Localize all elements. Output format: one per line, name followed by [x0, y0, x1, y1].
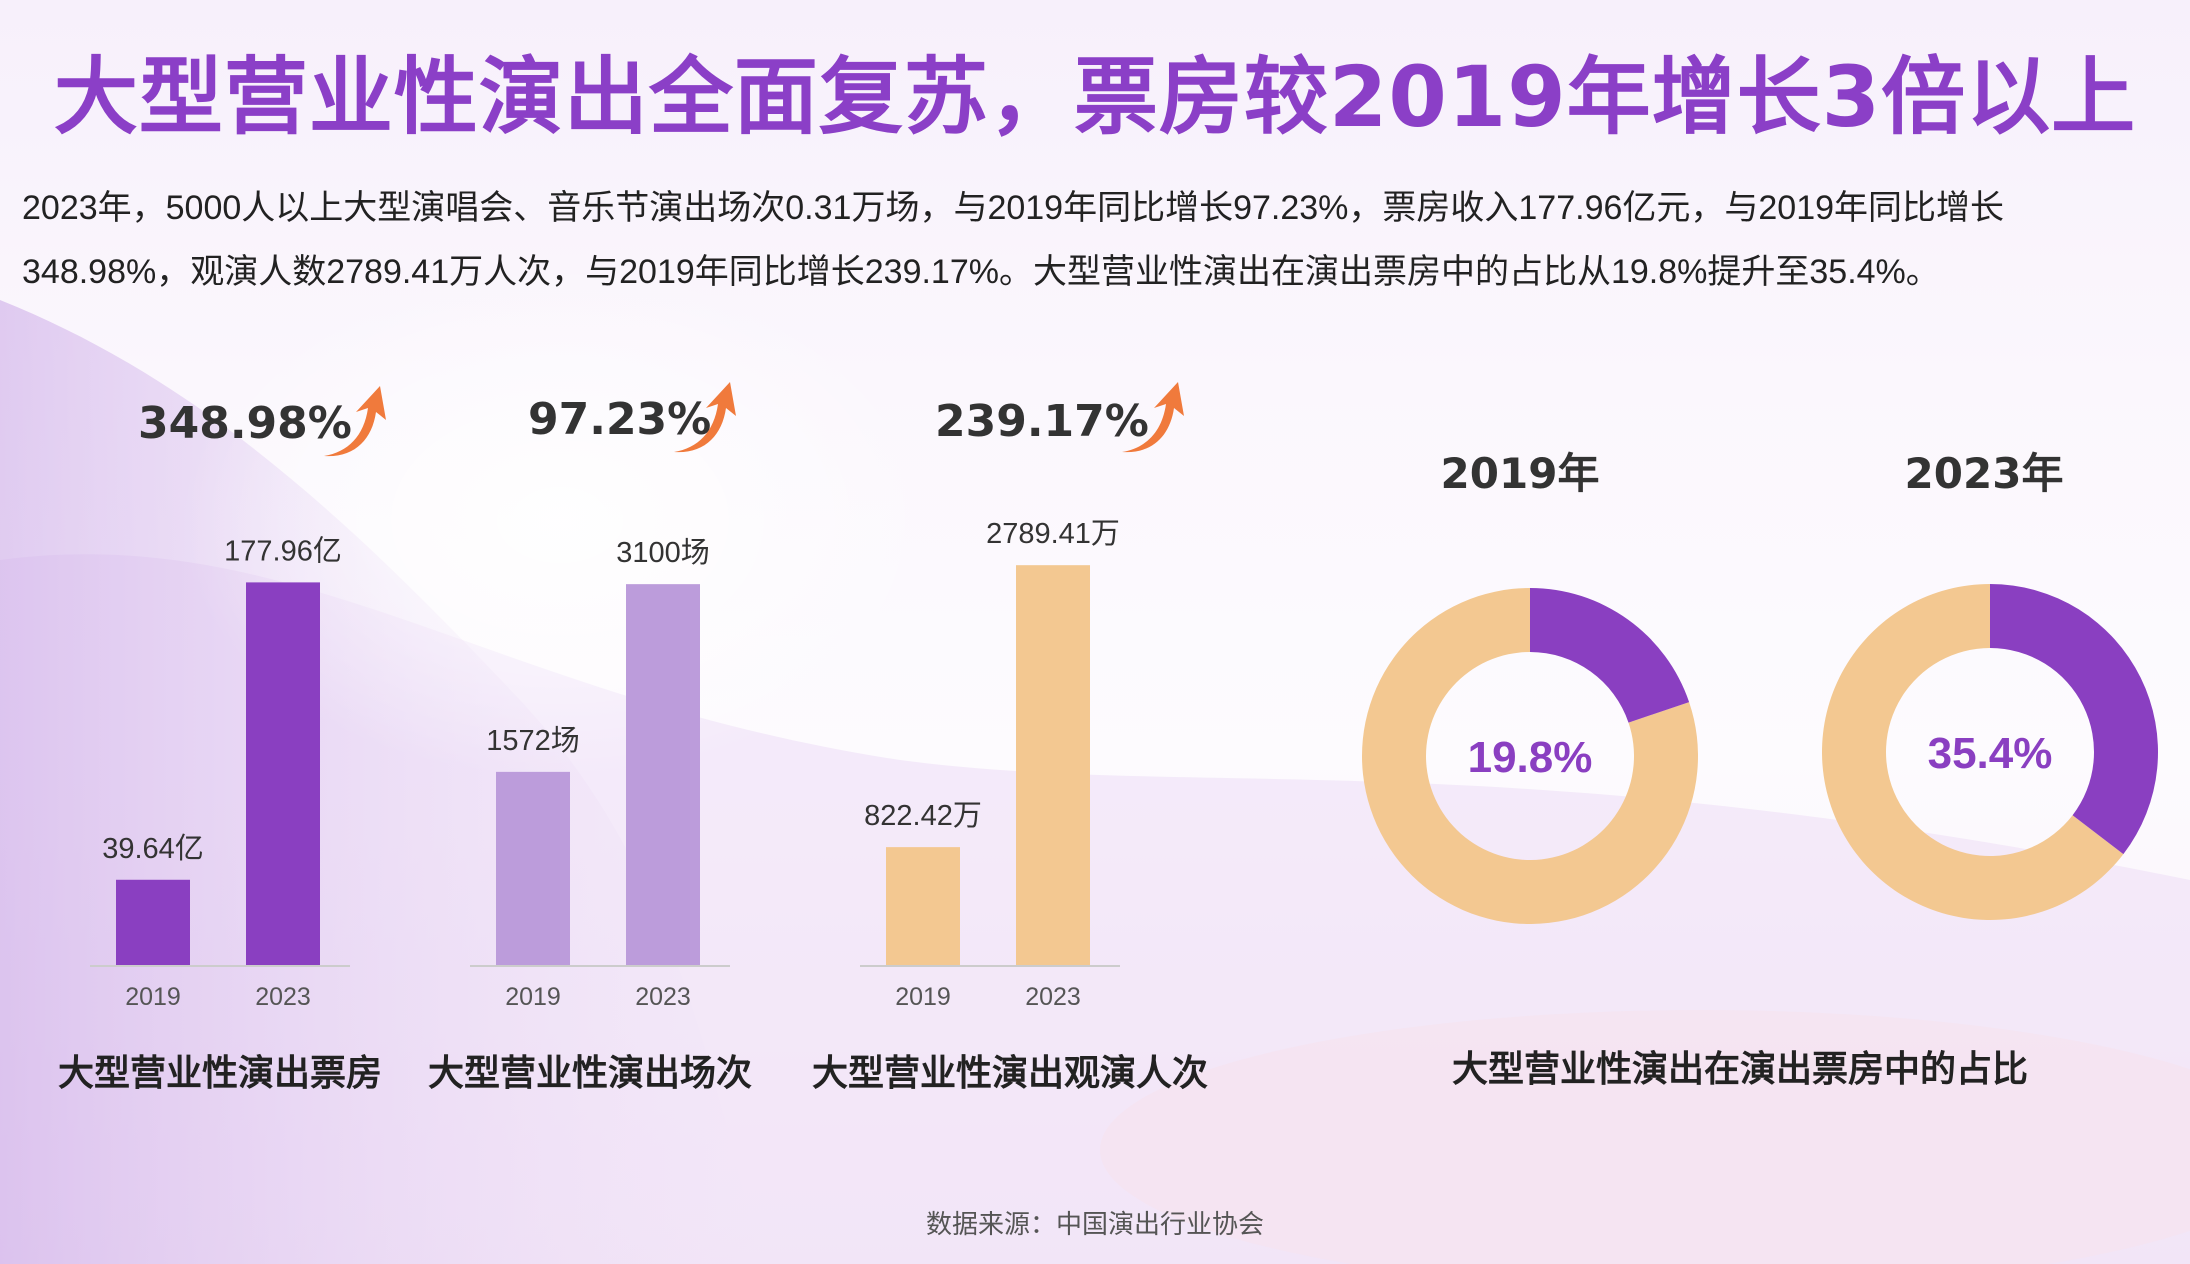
- donut-slice-other: [1362, 588, 1698, 924]
- donut-chart-2023: 35.4%: [1822, 584, 2158, 920]
- description-text: 2023年，5000人以上大型演唱会、音乐节演出场次0.31万场，与2019年同…: [22, 189, 2005, 291]
- bar-2023: [1016, 565, 1090, 965]
- bar-2023: [626, 584, 700, 965]
- performances-bar-chart: 1572场 2019 3100场 2023: [470, 537, 730, 1011]
- tick-label: 2019: [895, 983, 951, 1011]
- donut-center-label: 35.4%: [1928, 729, 2053, 778]
- donut-year-2023: 2023年: [1904, 449, 2064, 498]
- donut-center-label: 19.8%: [1468, 733, 1593, 782]
- growth-label-performances: 97.23%: [528, 394, 712, 445]
- donut-slice-share: [1990, 584, 2158, 855]
- data-label: 3100场: [616, 537, 710, 569]
- data-label: 2789.41万: [986, 518, 1120, 550]
- bar-2023: [246, 582, 320, 965]
- data-label: 1572场: [486, 725, 580, 757]
- bar-2019: [116, 879, 190, 965]
- donut-year-2019: 2019年: [1440, 449, 1600, 498]
- box-office-bar-chart: 39.64亿 2019 177.96亿 2023: [90, 534, 350, 1011]
- tick-label: 2023: [255, 983, 311, 1011]
- chart-title-attendance: 大型营业性演出观演人次: [811, 1053, 1208, 1094]
- donut-slice-share: [1530, 588, 1690, 723]
- tick-label: 2023: [1025, 983, 1081, 1011]
- growth-label-box-office: 348.98%: [138, 398, 352, 449]
- data-label: 822.42万: [864, 800, 982, 832]
- chart-title-share: 大型营业性演出在演出票房中的占比: [1451, 1049, 2028, 1090]
- chart-title-box-office: 大型营业性演出票房: [57, 1053, 382, 1094]
- bar-2019: [886, 847, 960, 965]
- donut-slice-other: [1822, 584, 2124, 920]
- data-label: 177.96亿: [224, 534, 342, 567]
- tick-label: 2023: [635, 983, 691, 1011]
- page-title: 大型营业性演出全面复苏，票房较2019年增长3倍以上: [53, 48, 2137, 146]
- growth-arrow-icon: [674, 382, 736, 453]
- data-label: 39.64亿: [102, 832, 204, 865]
- growth-arrow-icon: [1122, 382, 1184, 453]
- bar-2019: [496, 771, 570, 965]
- donut-chart-2019: 19.8%: [1362, 588, 1698, 924]
- data-source: 数据来源：中国演出行业协会: [925, 1209, 1264, 1239]
- tick-label: 2019: [505, 983, 561, 1011]
- attendance-bar-chart: 822.42万 2019 2789.41万 2023: [860, 518, 1120, 1011]
- tick-label: 2019: [125, 983, 181, 1011]
- chart-title-performances: 大型营业性演出场次: [427, 1053, 752, 1094]
- growth-label-attendance: 239.17%: [935, 396, 1149, 447]
- growth-arrow-icon: [324, 386, 386, 457]
